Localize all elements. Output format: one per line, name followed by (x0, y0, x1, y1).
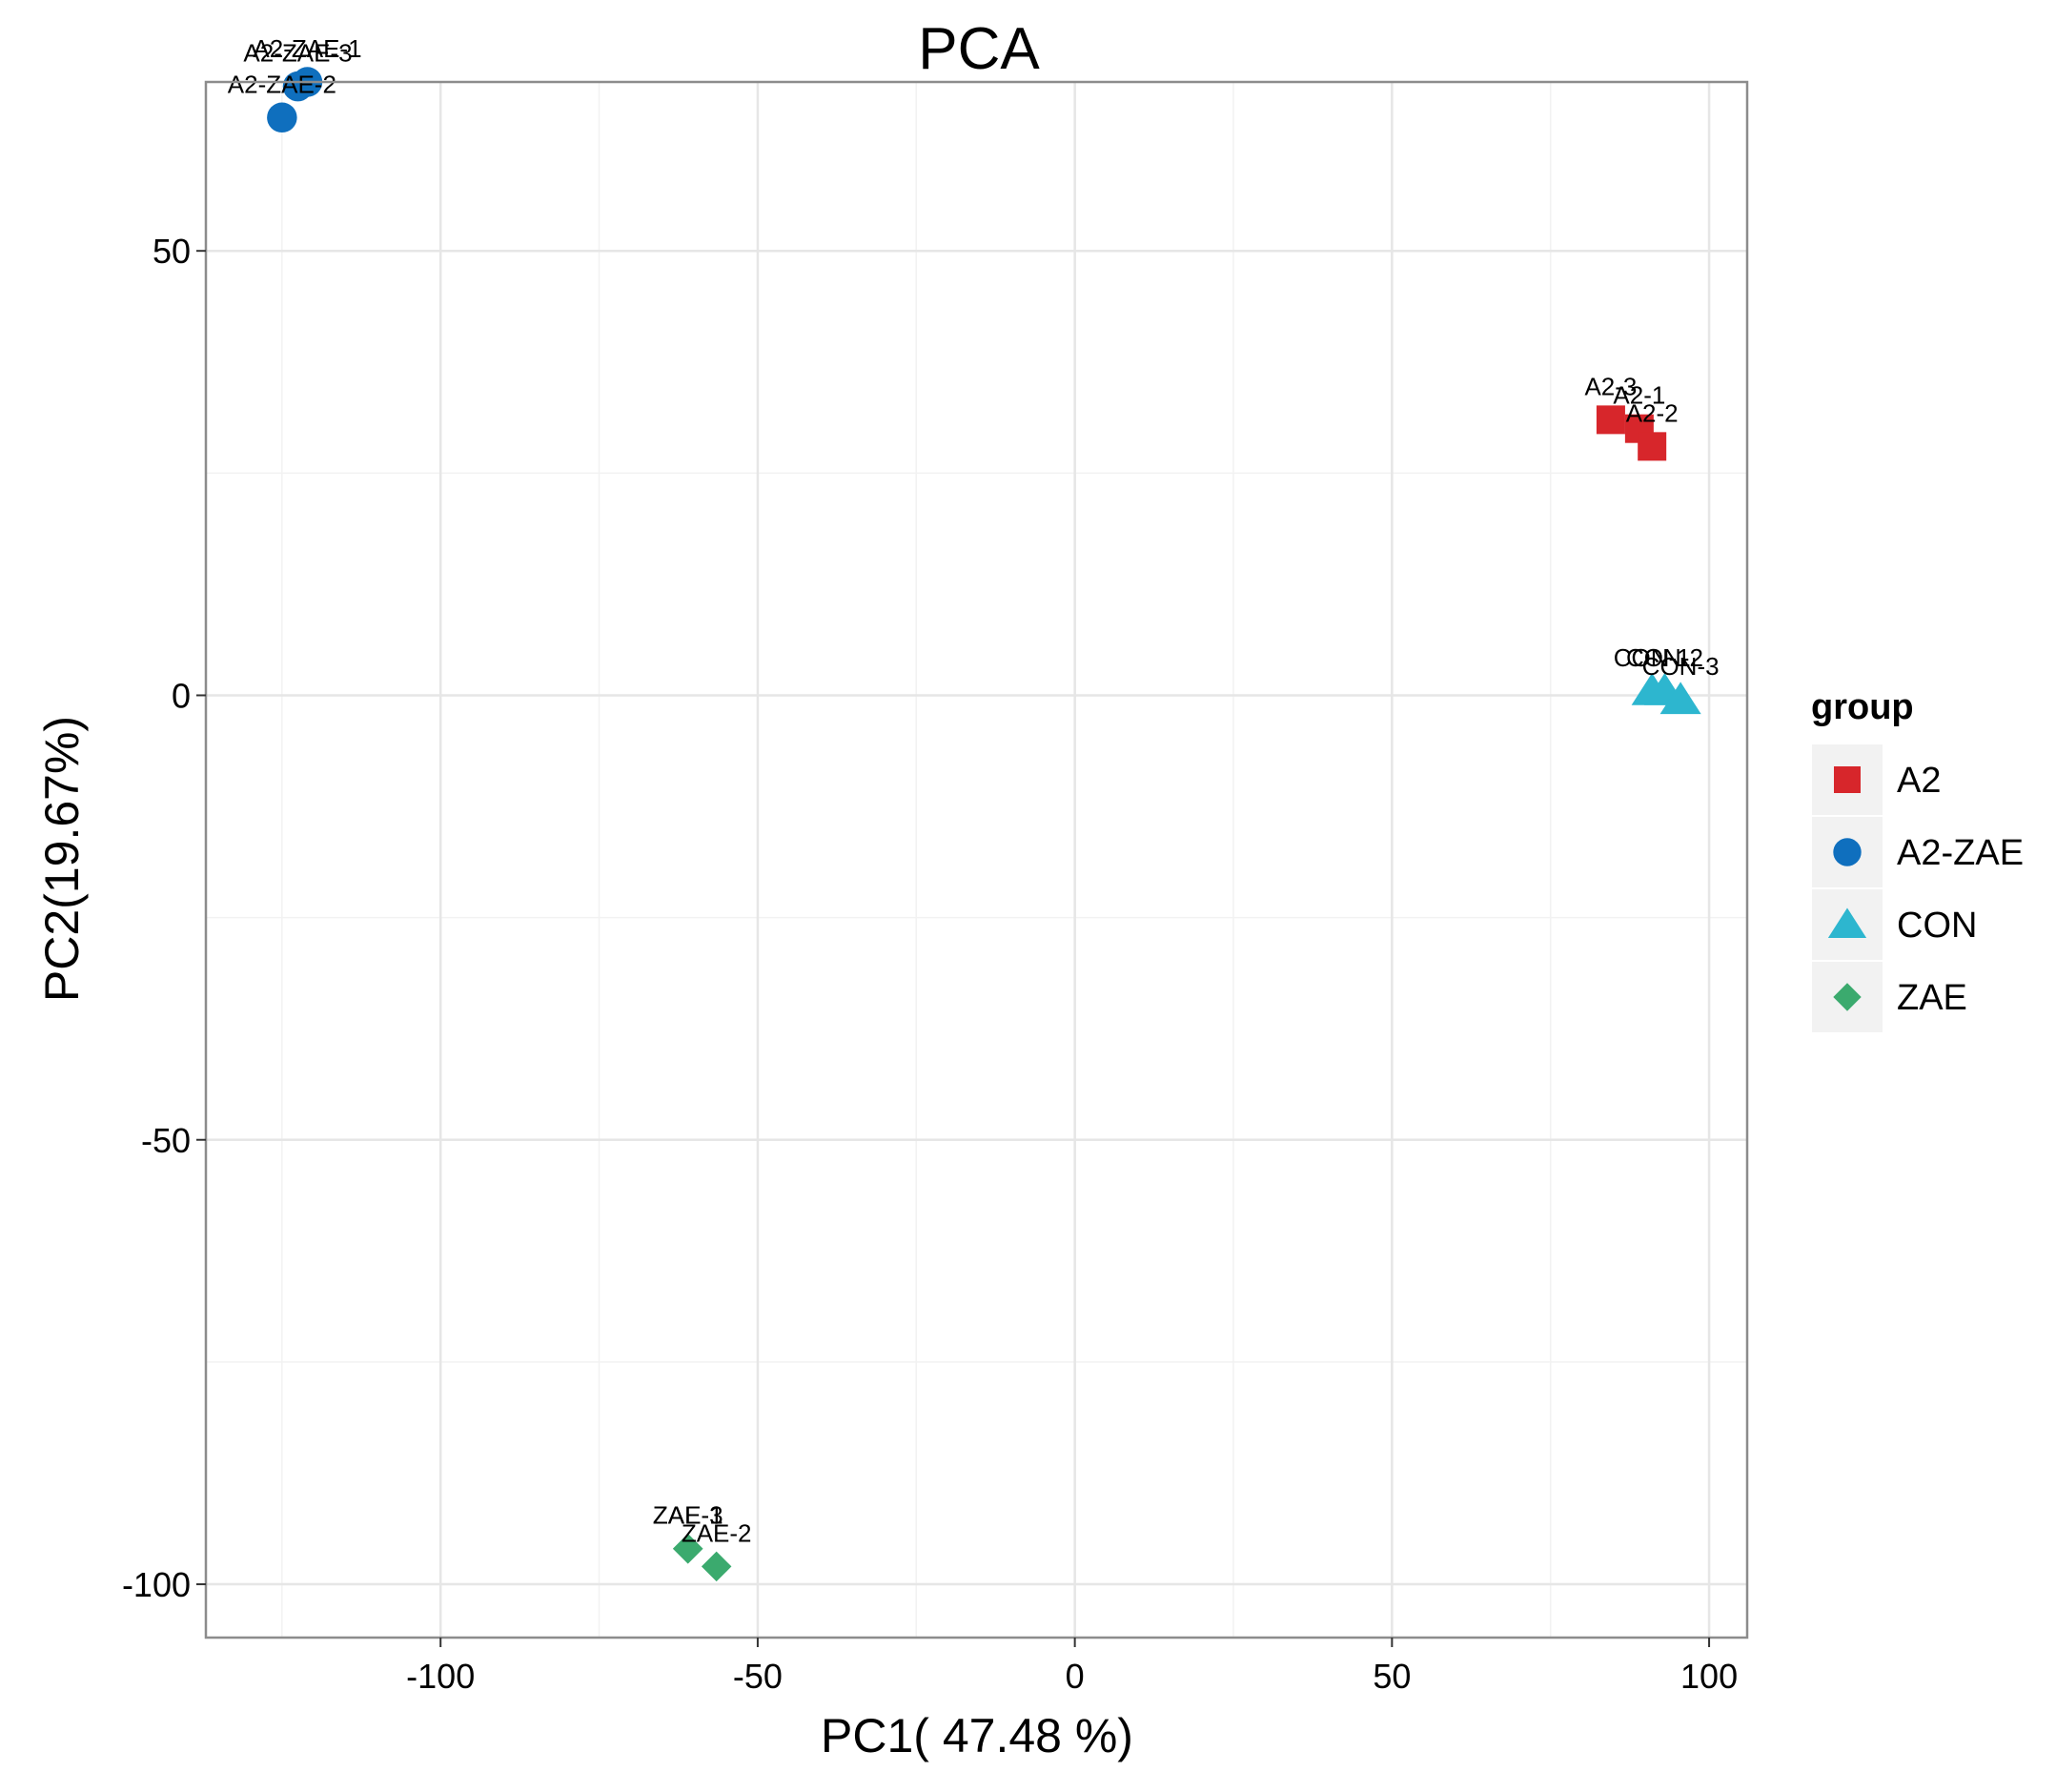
axis-ticks: -100 -50 0 50 100 -100 -50 0 50 (122, 232, 1738, 1696)
legend: group A2 A2-ZAE CON ZAE (1810, 687, 2024, 1034)
point-label-ZAE-3: ZAE-3 (653, 1501, 723, 1530)
point-label-A2-3: A2-3 (1584, 372, 1637, 400)
data-point-A2-2 (1638, 432, 1667, 461)
x-tick-label: 50 (1373, 1657, 1411, 1696)
x-tick-label: -50 (733, 1657, 783, 1696)
grid (206, 82, 1747, 1638)
chart-title: PCA (918, 16, 1040, 82)
y-tick-label: -100 (122, 1565, 191, 1604)
plot-panel-border (204, 80, 1749, 1639)
legend-key-A2-ZAE (1833, 838, 1862, 866)
y-axis-title: PC2(19.67%) (35, 716, 89, 1002)
legend-label-A2-ZAE: A2-ZAE (1897, 833, 2024, 873)
point-label-A2-ZAE-2: A2-ZAE-2 (228, 70, 336, 98)
legend-key-ZAE (1833, 983, 1862, 1011)
data-point-CON-3 (1659, 682, 1701, 715)
x-tick-label: -100 (406, 1657, 475, 1696)
data-points (267, 67, 1701, 1582)
legend-label-CON: CON (1897, 906, 1977, 946)
point-label-ZAE-1: ZAE-1 (653, 1501, 723, 1530)
point-label-A2-ZAE-3: A2-ZAE-3 (243, 39, 352, 68)
point-label-A2-ZAE-1: A2-ZAE-1 (253, 34, 361, 63)
x-axis-title: PC1( 47.48 %) (821, 1709, 1133, 1762)
point-labels: A2-3A2-1A2-2 A2-ZAE-1A2-ZAE-3A2-ZAE-2 CON-… (228, 34, 1720, 1547)
y-tick-label: 0 (172, 676, 191, 715)
legend-label-ZAE: ZAE (1897, 978, 1967, 1018)
point-label-ZAE-2: ZAE-2 (682, 1518, 752, 1547)
legend-label-A2: A2 (1897, 761, 1941, 801)
data-point-A2-3 (1596, 405, 1625, 435)
x-tick-label: 0 (1066, 1657, 1085, 1696)
point-label-CON-3: CON-3 (1642, 652, 1720, 681)
y-tick-label: -50 (141, 1121, 191, 1160)
legend-key-CON (1827, 907, 1867, 938)
data-point-ZAE-2 (701, 1551, 732, 1582)
legend-title: group (1811, 687, 1914, 727)
point-label-CON-2: CON-2 (1626, 643, 1703, 672)
x-tick-label: 100 (1680, 1657, 1738, 1696)
data-point-A2-ZAE-3 (282, 71, 314, 102)
data-point-A2-ZAE-2 (267, 102, 297, 133)
data-point-ZAE-3 (672, 1533, 703, 1564)
legend-key-A2 (1834, 766, 1861, 793)
y-tick-label: 50 (153, 232, 191, 271)
point-label-A2-2: A2-2 (1626, 398, 1679, 427)
point-label-A2-1: A2-1 (1613, 381, 1665, 410)
point-label-CON-1: CON-1 (1614, 643, 1691, 672)
